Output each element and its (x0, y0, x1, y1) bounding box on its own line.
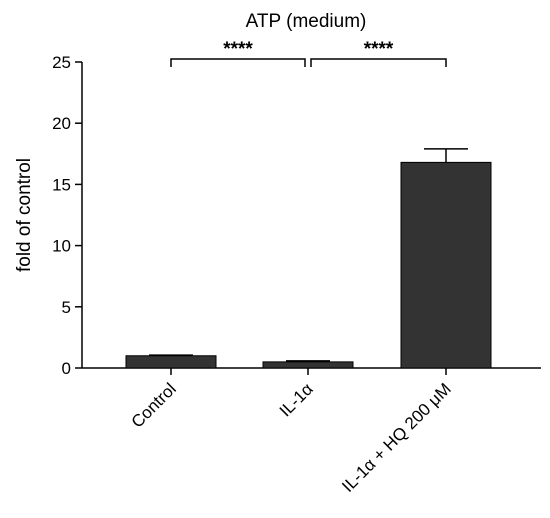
x-tick-label: IL-1α + HQ 200 μM (338, 379, 455, 496)
x-tick-label: IL-1α (276, 379, 317, 420)
significance-bracket-1 (310, 58, 447, 67)
bars (125, 161, 492, 369)
x-ticks: Control IL-1α IL-1α + HQ 200 μM (128, 368, 455, 496)
significance-label-0: **** (223, 39, 253, 60)
y-tick-label: 20 (52, 114, 71, 133)
error-bars (149, 148, 468, 362)
significance-bracket-0 (170, 58, 306, 67)
chart-title: ATP (medium) (246, 11, 367, 32)
y-ticks: 0 5 10 15 20 25 (52, 53, 82, 378)
bar-2 (400, 161, 492, 369)
y-tick-label: 25 (52, 53, 71, 72)
y-tick-label: 10 (52, 237, 71, 256)
y-axis-label: fold of control (14, 158, 35, 272)
significance-brackets: **** **** (170, 39, 447, 67)
bar-1 (262, 361, 354, 369)
y-tick-label: 15 (52, 175, 71, 194)
bar-0 (125, 355, 217, 369)
y-tick-label: 5 (62, 298, 71, 317)
significance-label-1: **** (364, 39, 394, 60)
x-tick-label: Control (128, 379, 180, 431)
y-tick-label: 0 (62, 359, 71, 378)
